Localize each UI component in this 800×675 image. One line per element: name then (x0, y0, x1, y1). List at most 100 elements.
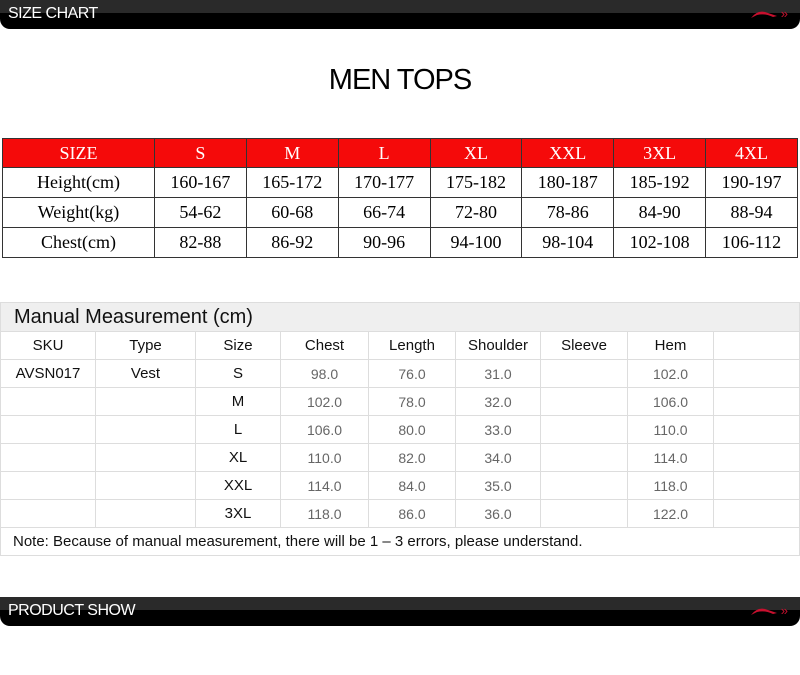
table-cell (0, 443, 96, 472)
table-cell: 31.0 (455, 359, 541, 388)
note-row: Note: Because of manual measurement, the… (0, 527, 800, 556)
table-cell: 76.0 (368, 359, 456, 388)
table-cell: Manual Measurement (cm) (0, 302, 800, 332)
table-cell: 160-167 (154, 167, 247, 198)
table-cell (713, 415, 800, 444)
table-cell: 78.0 (368, 387, 456, 416)
table-cell: 118.0 (280, 499, 369, 528)
table-cell: 82-88 (154, 227, 247, 258)
table-row: L 106.0 80.0 33.0 110.0 (0, 415, 800, 444)
table-row: Chest(cm) 82-88 86-92 90-96 94-100 98-104 102-… (2, 227, 798, 258)
table-cell: 106.0 (280, 415, 369, 444)
table-cell: Chest (280, 331, 369, 360)
table-cell (540, 499, 628, 528)
table-cell: 122.0 (627, 499, 714, 528)
table-cell: S (195, 359, 281, 388)
table-header-row: SKU Type Size Chest Length Shoulder Sleeve Hem (0, 331, 800, 360)
table-cell: Hem (627, 331, 714, 360)
table-cell (540, 471, 628, 500)
table-cell: M (245, 138, 339, 168)
table-cell (95, 471, 196, 500)
table-cell: 88-94 (705, 197, 798, 228)
table-cell: Chest(cm) (2, 227, 155, 258)
table-cell (713, 359, 800, 388)
table-cell (95, 387, 196, 416)
table-cell: 80.0 (368, 415, 456, 444)
table-cell (0, 499, 96, 528)
table-cell: 90-96 (337, 227, 431, 258)
table-cell: 185-192 (613, 167, 707, 198)
table-cell: 190-197 (705, 167, 798, 198)
table-cell: SKU (0, 331, 96, 360)
table-cell (0, 387, 96, 416)
product-show-header-bar: PRODUCT SHOW » (0, 597, 800, 626)
table-cell (713, 387, 800, 416)
table-cell: 102.0 (627, 359, 714, 388)
page-title: MEN TOPS (328, 64, 472, 96)
table-cell: Sleeve (540, 331, 628, 360)
table-cell: 3XL (195, 499, 281, 528)
table-cell: Type (95, 331, 196, 360)
table-row: 3XL 118.0 86.0 36.0 122.0 (0, 499, 800, 528)
table-cell: XL (195, 443, 281, 472)
table-cell: 54-62 (154, 197, 247, 228)
table-cell: 86.0 (368, 499, 456, 528)
table-cell: XXL (195, 471, 281, 500)
table-cell: XXL (521, 138, 615, 168)
table-cell: S (154, 138, 247, 168)
brand-logo-icon: » (751, 603, 788, 618)
size-table: SIZE S M L XL XXL 3XL 4XL Height(cm) 160-167 165-1… (2, 138, 798, 258)
table-row: Height(cm) 160-167 165-172 170-177 175-182 18… (2, 167, 798, 198)
table-cell: 98-104 (521, 227, 615, 258)
table-row: Weight(kg) 54-62 60-68 66-74 72-80 78-86 84-90… (2, 197, 798, 228)
table-cell (713, 499, 800, 528)
table-cell: 86-92 (245, 227, 339, 258)
table-cell: 102-108 (613, 227, 707, 258)
table-cell: 106-112 (705, 227, 798, 258)
table-cell: 170-177 (337, 167, 431, 198)
section-title: SIZE CHART (8, 5, 98, 22)
table-cell: 66-74 (337, 197, 431, 228)
table-cell (95, 443, 196, 472)
table-cell (95, 499, 196, 528)
table-cell (540, 415, 628, 444)
manual-measurement-table: Manual Measurement (cm) SKU Type Size Chest L… (0, 302, 800, 556)
table-cell (540, 387, 628, 416)
table-cell: Size (195, 331, 281, 360)
table-cell: AVSN017 (0, 359, 96, 388)
table-row: M 102.0 78.0 32.0 106.0 (0, 387, 800, 416)
table-cell (540, 359, 628, 388)
table-row: XL 110.0 82.0 34.0 114.0 (0, 443, 800, 472)
size-chart-header-bar: SIZE CHART » (0, 0, 800, 29)
table-cell: 84-90 (613, 197, 707, 228)
table-row: AVSN017 Vest S 98.0 76.0 31.0 102.0 (0, 359, 800, 388)
table-cell: 60-68 (245, 197, 339, 228)
table-cell: 3XL (613, 138, 707, 168)
table-cell: M (195, 387, 281, 416)
table-cell: 110.0 (280, 443, 369, 472)
table-cell: 32.0 (455, 387, 541, 416)
table-cell: 114.0 (627, 443, 714, 472)
table-row: XXL 114.0 84.0 35.0 118.0 (0, 471, 800, 500)
table-cell: Height(cm) (2, 167, 155, 198)
table-cell: 84.0 (368, 471, 456, 500)
table-cell: Weight(kg) (2, 197, 155, 228)
table-cell: SIZE (2, 138, 155, 168)
table-cell: XL (429, 138, 523, 168)
table-cell: 82.0 (368, 443, 456, 472)
table-cell: 180-187 (521, 167, 615, 198)
table-cell: 165-172 (245, 167, 339, 198)
table-cell (0, 471, 96, 500)
table-cell: 114.0 (280, 471, 369, 500)
table-cell (95, 415, 196, 444)
table-cell (0, 415, 96, 444)
table-title-row: Manual Measurement (cm) (0, 302, 800, 332)
table-cell: 35.0 (455, 471, 541, 500)
table-cell: 36.0 (455, 499, 541, 528)
table-cell: Note: Because of manual measurement, the… (0, 527, 800, 556)
table-cell: 175-182 (429, 167, 523, 198)
table-cell: Shoulder (455, 331, 541, 360)
table-cell (540, 443, 628, 472)
table-cell: 34.0 (455, 443, 541, 472)
table-cell: 106.0 (627, 387, 714, 416)
